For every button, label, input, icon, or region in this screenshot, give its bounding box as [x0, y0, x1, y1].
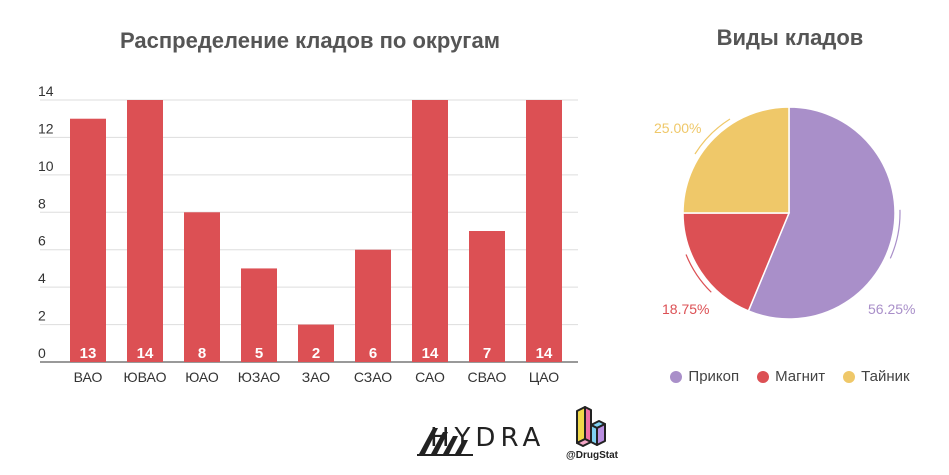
legend-swatch — [757, 370, 770, 383]
bar-data-label: 6 — [369, 345, 377, 362]
legend-swatch — [670, 370, 683, 383]
y-tick-label: 4 — [38, 270, 46, 286]
bar — [241, 268, 277, 362]
legend-item-tainik: Тайник — [843, 368, 910, 385]
pie-leader-arc — [685, 254, 712, 293]
legend-item-magnit: Магнит — [757, 368, 825, 385]
legend-label: Тайник — [861, 368, 910, 385]
x-tick-label: САО — [415, 369, 445, 385]
bar-data-label: 5 — [255, 345, 263, 362]
x-tick-label: СВАО — [468, 369, 507, 385]
bar-data-label: 14 — [137, 345, 154, 362]
pie-chart-title: Виды кладов — [716, 25, 864, 50]
x-tick-label: СЗАО — [354, 369, 392, 385]
bar — [70, 118, 106, 362]
bar-data-label: 7 — [483, 345, 491, 362]
bar — [355, 249, 391, 362]
hydra-logo-icon — [417, 428, 473, 456]
y-tick-label: 14 — [38, 83, 54, 99]
y-tick-label: 8 — [38, 195, 46, 211]
bar-chart: 0 2 4 6 8 10 12 14 13 ВАО 14 ЮВАО 8 ЮАО 5 ЮЗАО 2 ЗАО 6 СЗАО… — [38, 83, 578, 385]
hydra-logo-text: HYDRA — [430, 423, 546, 453]
pie-slice — [747, 106, 896, 320]
bar-data-label: 13 — [80, 345, 97, 362]
pie-leader-arc — [694, 118, 731, 155]
pie-leader-arc — [889, 209, 901, 259]
bar — [526, 100, 562, 362]
bar — [298, 324, 334, 362]
x-tick-label: ЮАО — [185, 369, 219, 385]
x-tick-label: ЮВАО — [124, 369, 167, 385]
bar — [184, 212, 220, 362]
drugstat-handle: @DrugStat — [566, 450, 618, 461]
y-tick-label: 12 — [38, 120, 54, 136]
x-tick-label: ВАО — [74, 369, 103, 385]
pie-value-label: 25.00% — [654, 120, 701, 136]
drugstat-logo-icon — [576, 406, 606, 447]
pie-slice — [682, 106, 790, 214]
pie-value-label: 18.75% — [662, 301, 709, 317]
bar — [412, 100, 448, 362]
y-tick-label: 2 — [38, 308, 46, 324]
bar-data-label: 8 — [198, 345, 206, 362]
pie-slice — [682, 212, 791, 312]
y-tick-label: 6 — [38, 233, 46, 249]
bar — [127, 100, 163, 362]
x-tick-label: ЦАО — [529, 369, 559, 385]
bar-data-label: 2 — [312, 345, 320, 362]
bar-chart-title: Распределение кладов по округам — [120, 28, 500, 53]
x-tick-label: ЮЗАО — [238, 369, 281, 385]
bar-data-label: 14 — [422, 345, 439, 362]
legend-item-prikop: Прикоп — [670, 368, 739, 385]
pie-chart: 56.25% 18.75% 25.00% — [654, 106, 915, 320]
legend-label: Магнит — [775, 368, 826, 385]
y-tick-label: 0 — [38, 345, 46, 361]
legend-label: Прикоп — [688, 368, 740, 385]
legend-swatch — [843, 370, 856, 383]
pie-value-label: 56.25% — [868, 301, 915, 317]
pie-legend: Прикоп Магнит Тайник — [640, 368, 940, 385]
x-tick-label: ЗАО — [302, 369, 330, 385]
bar-data-label: 14 — [536, 345, 553, 362]
bar — [469, 231, 505, 362]
y-tick-label: 10 — [38, 158, 54, 174]
